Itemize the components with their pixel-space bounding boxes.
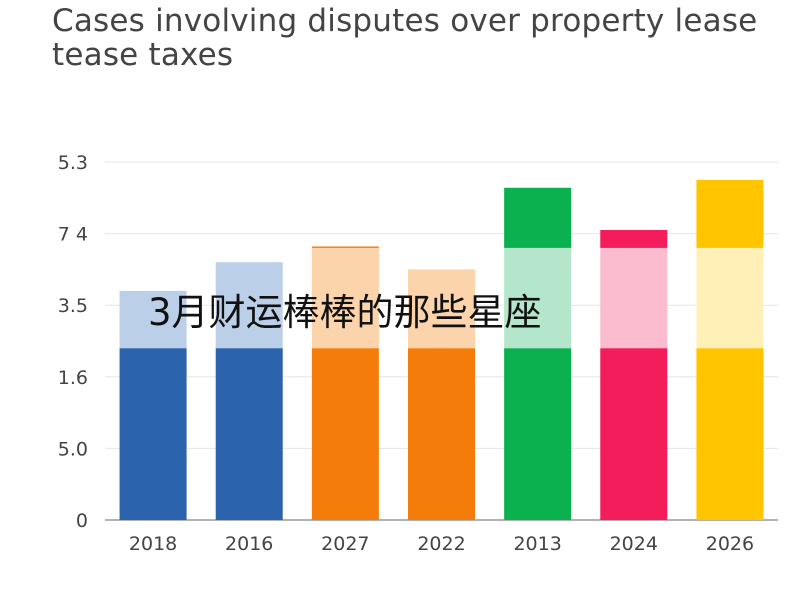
y-tick-label: 0 [76, 510, 88, 532]
x-tick-label: 2016 [225, 533, 273, 555]
chart-title: Cases involving disputes over property l… [52, 3, 758, 73]
bar-segment [504, 247, 572, 349]
bar-segment [215, 262, 283, 349]
bar-segment [408, 348, 475, 520]
bar-segment [600, 230, 668, 248]
watermark-text: 3月财运棒棒的那些星座 [148, 291, 542, 334]
x-tick-label: 2026 [706, 533, 754, 555]
x-tick-label: 2024 [610, 533, 658, 555]
x-tick-label: 2018 [129, 533, 177, 555]
bar-segment [600, 247, 668, 349]
bar-segment [408, 269, 475, 349]
bar-segment [311, 247, 379, 349]
x-tick-label: 2027 [321, 533, 369, 555]
bar-segment [696, 179, 764, 248]
y-tick-label: 3.5 [58, 295, 88, 317]
bar-segment [119, 348, 187, 520]
x-tick-label: 2022 [417, 533, 465, 555]
y-tick-label: 7 4 [58, 224, 88, 246]
bar-segment [696, 348, 764, 520]
bar-segment [600, 348, 668, 520]
bar-segment [311, 348, 379, 520]
bar-segment [504, 187, 572, 248]
y-tick-label: 1.6 [58, 367, 88, 389]
bar-segment [311, 246, 379, 248]
bar-segment [504, 348, 572, 520]
y-tick-label: 5.3 [58, 152, 88, 174]
x-tick-label: 2013 [513, 533, 561, 555]
bar-segment [215, 348, 283, 520]
bar-segment [119, 290, 187, 349]
y-tick-label: 5.0 [58, 438, 88, 460]
bar-segment [696, 247, 764, 349]
